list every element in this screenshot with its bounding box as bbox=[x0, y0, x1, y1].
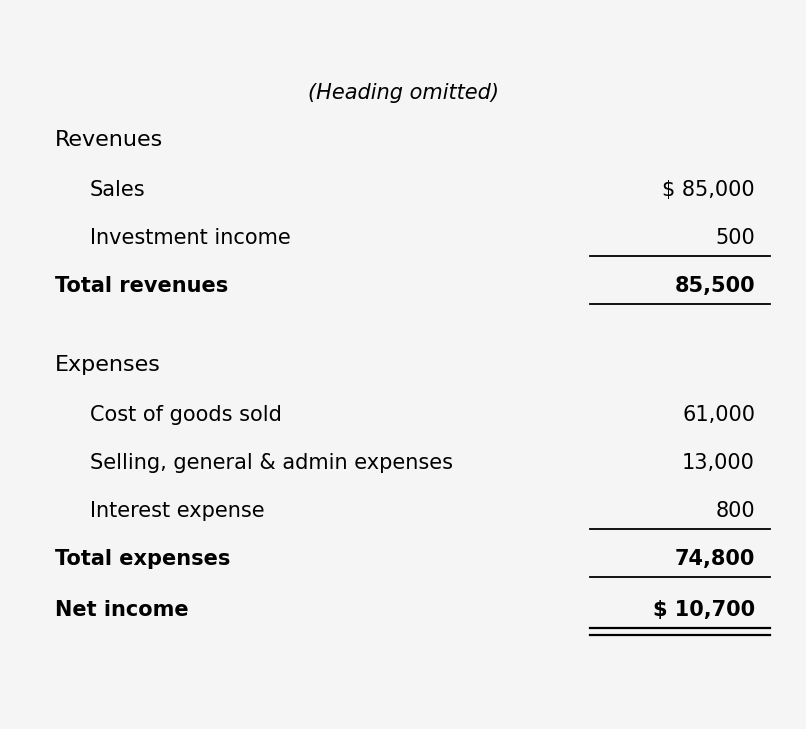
Text: Investment income: Investment income bbox=[90, 228, 291, 248]
Text: 500: 500 bbox=[715, 228, 755, 248]
Text: 74,800: 74,800 bbox=[675, 549, 755, 569]
Text: 13,000: 13,000 bbox=[682, 453, 755, 473]
Text: Sales: Sales bbox=[90, 180, 146, 200]
Text: Selling, general & admin expenses: Selling, general & admin expenses bbox=[90, 453, 453, 473]
Text: 85,500: 85,500 bbox=[675, 276, 755, 296]
Text: 800: 800 bbox=[716, 501, 755, 521]
Text: Cost of goods sold: Cost of goods sold bbox=[90, 405, 282, 425]
Text: Interest expense: Interest expense bbox=[90, 501, 264, 521]
Text: 61,000: 61,000 bbox=[682, 405, 755, 425]
Text: Revenues: Revenues bbox=[55, 130, 164, 150]
Text: Total revenues: Total revenues bbox=[55, 276, 228, 296]
Text: Total expenses: Total expenses bbox=[55, 549, 231, 569]
Text: (Heading omitted): (Heading omitted) bbox=[308, 83, 498, 103]
Text: Expenses: Expenses bbox=[55, 355, 161, 375]
Text: $ 85,000: $ 85,000 bbox=[663, 180, 755, 200]
Text: Net income: Net income bbox=[55, 600, 189, 620]
Text: $ 10,700: $ 10,700 bbox=[653, 600, 755, 620]
